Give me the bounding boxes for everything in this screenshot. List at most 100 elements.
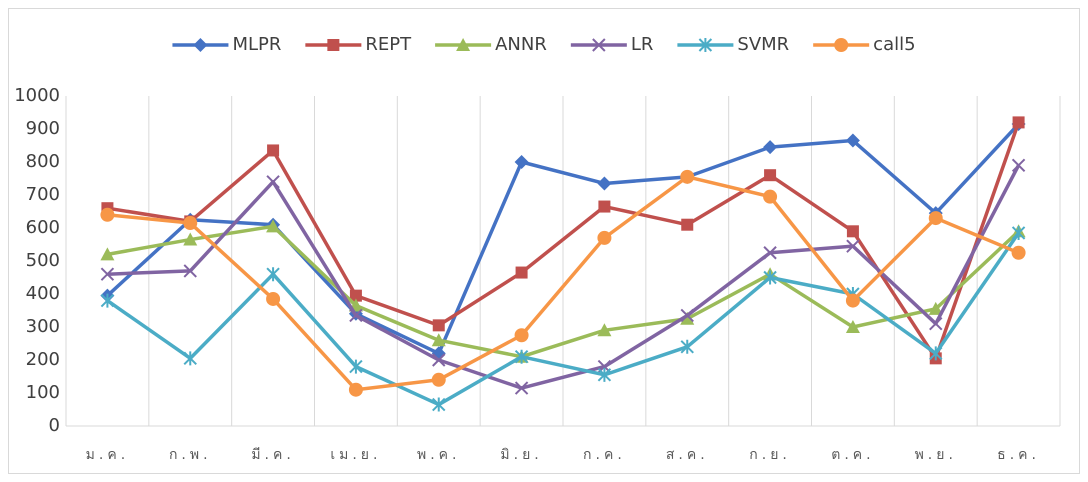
marker bbox=[845, 320, 860, 333]
marker bbox=[515, 266, 528, 279]
marker bbox=[183, 264, 197, 278]
marker bbox=[763, 246, 777, 260]
legend-item: SVMR bbox=[677, 34, 789, 55]
x-tick-label: เม.ย. bbox=[330, 447, 381, 463]
marker bbox=[431, 372, 446, 387]
marker bbox=[1011, 245, 1026, 260]
marker bbox=[1011, 225, 1026, 240]
marker bbox=[100, 247, 115, 261]
marker bbox=[1012, 116, 1025, 129]
marker bbox=[183, 351, 197, 366]
marker bbox=[597, 176, 612, 191]
x-tick-label: พ.ค. bbox=[417, 447, 461, 463]
marker bbox=[680, 169, 695, 184]
x-tick-label: พ.ย. bbox=[915, 447, 957, 463]
legend-label: LR bbox=[631, 34, 654, 55]
marker bbox=[266, 219, 281, 233]
y-tick-label: 0 bbox=[49, 415, 60, 436]
marker bbox=[763, 270, 777, 285]
marker bbox=[432, 319, 445, 332]
x-tick-label: ธ.ค. bbox=[997, 447, 1040, 463]
line bbox=[107, 224, 1020, 359]
series bbox=[100, 158, 1026, 395]
marker bbox=[763, 189, 778, 204]
legend-item: REPT bbox=[305, 34, 412, 55]
legend-label: ANNR bbox=[495, 34, 547, 55]
x-tick-label: ม.ค. bbox=[86, 447, 130, 463]
y-tick-label: 1000 bbox=[14, 85, 60, 106]
marker bbox=[183, 232, 198, 246]
legend-label: MLPR bbox=[232, 34, 281, 55]
y-tick-label: 300 bbox=[26, 316, 60, 337]
series bbox=[100, 169, 1026, 397]
marker bbox=[763, 140, 778, 155]
y-tick-label: 200 bbox=[26, 349, 60, 370]
marker bbox=[266, 267, 280, 282]
x-tick-label: มิ.ย. bbox=[500, 447, 542, 463]
legend: MLPR REPT ANNR LR SVMR call5 bbox=[172, 34, 916, 55]
marker bbox=[680, 308, 694, 323]
x-tick-label: มี.ค. bbox=[251, 447, 295, 463]
y-tick-label: 100 bbox=[26, 382, 60, 403]
marker bbox=[845, 293, 860, 308]
marker bbox=[193, 38, 208, 52]
y-tick-label: 400 bbox=[26, 283, 60, 304]
marker bbox=[929, 316, 943, 331]
marker bbox=[929, 346, 943, 361]
marker bbox=[598, 200, 611, 213]
marker bbox=[100, 207, 115, 222]
legend-item: call5 bbox=[813, 34, 916, 55]
x-tick-label: ส.ค. bbox=[666, 447, 709, 463]
marker bbox=[680, 339, 694, 354]
marker bbox=[456, 38, 471, 51]
marker bbox=[514, 349, 529, 364]
marker bbox=[266, 175, 280, 189]
legend-item: MLPR bbox=[172, 34, 281, 55]
marker bbox=[349, 359, 363, 374]
marker bbox=[183, 216, 198, 231]
marker bbox=[1011, 158, 1026, 173]
legend-item: ANNR bbox=[435, 34, 547, 55]
marker bbox=[698, 38, 713, 52]
marker bbox=[928, 301, 943, 315]
marker bbox=[592, 38, 606, 52]
x-tick-label: ก.ค. bbox=[583, 447, 626, 463]
line bbox=[107, 175, 1020, 392]
legend-label: call5 bbox=[873, 34, 915, 55]
marker bbox=[431, 333, 446, 347]
y-tick-label: 500 bbox=[26, 250, 60, 271]
marker bbox=[327, 39, 340, 51]
line bbox=[107, 121, 1021, 361]
marker bbox=[681, 218, 694, 231]
marker bbox=[834, 38, 849, 52]
marker bbox=[928, 211, 943, 226]
x-tick-label: ก.ย. bbox=[749, 447, 791, 463]
marker bbox=[349, 289, 362, 302]
marker bbox=[680, 311, 695, 325]
marker bbox=[597, 367, 612, 382]
marker bbox=[597, 230, 612, 245]
marker bbox=[514, 381, 529, 395]
marker bbox=[432, 397, 446, 412]
y-tick-label: 800 bbox=[26, 151, 60, 172]
marker bbox=[845, 133, 860, 148]
marker bbox=[100, 293, 115, 308]
marker bbox=[846, 239, 860, 253]
legend-label: REPT bbox=[365, 34, 412, 55]
marker bbox=[100, 267, 115, 281]
marker bbox=[267, 144, 280, 157]
y-tick-label: 700 bbox=[26, 184, 60, 205]
marker bbox=[349, 308, 363, 323]
marker bbox=[764, 169, 777, 182]
line bbox=[106, 122, 1020, 356]
marker bbox=[432, 353, 446, 367]
line bbox=[107, 164, 1021, 390]
legend-label: SVMR bbox=[737, 34, 789, 55]
y-tick-label: 600 bbox=[26, 217, 60, 238]
marker bbox=[266, 291, 281, 306]
legend-item: LR bbox=[570, 34, 654, 55]
y-tick-label: 900 bbox=[26, 118, 60, 139]
marker bbox=[846, 225, 859, 238]
marker bbox=[514, 328, 529, 343]
